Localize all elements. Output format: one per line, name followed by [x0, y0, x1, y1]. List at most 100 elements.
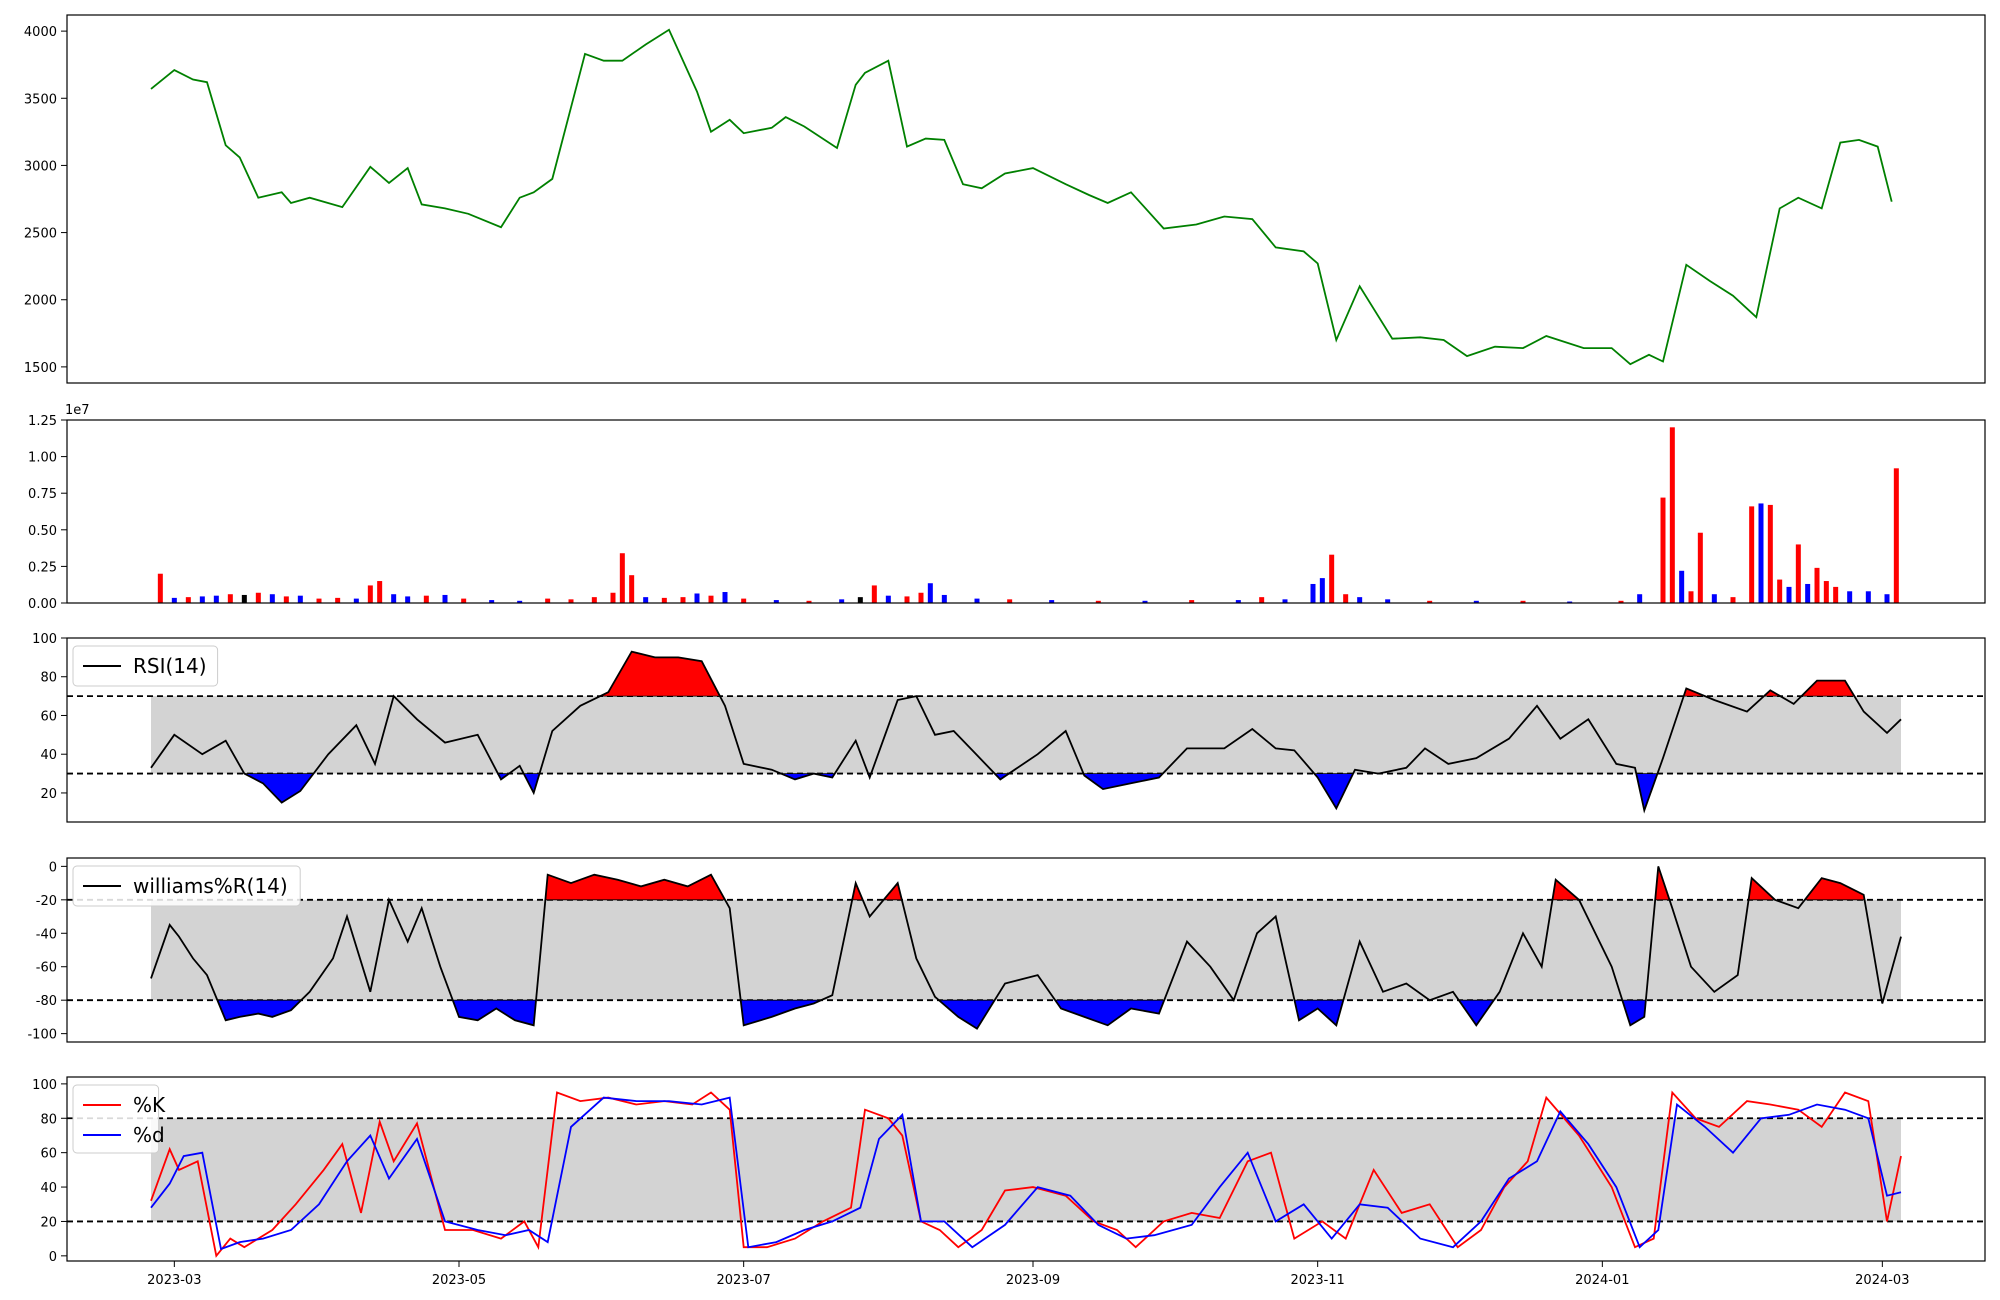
volume-bar	[1007, 599, 1013, 603]
volume-bar	[442, 594, 448, 603]
price-ytick-label: 4000	[24, 25, 57, 40]
stochastic-line-k	[150, 1090, 1902, 1258]
x-tick-label: 2024-01	[1575, 1273, 1629, 1288]
volume-bar	[405, 596, 411, 603]
volume-bar	[1767, 504, 1773, 603]
volume-bar	[157, 573, 163, 603]
stochastic-line-d	[150, 1096, 1902, 1251]
volume-bar	[1049, 600, 1055, 603]
volume-offset-label: 1e7	[65, 403, 90, 418]
volume-bar	[255, 592, 261, 603]
volume-bar	[1618, 600, 1624, 603]
volume-bar	[199, 596, 205, 603]
volume-bar	[1142, 600, 1148, 603]
rsi-ytick-label: 80	[40, 671, 57, 686]
volume-bar	[1385, 599, 1391, 603]
stochastic-neutral-band	[151, 1118, 1901, 1222]
williams-ytick-label: -60	[36, 961, 57, 976]
volume-bar	[839, 599, 845, 603]
volume-bar	[918, 592, 924, 603]
volume-bar	[1660, 497, 1666, 603]
volume-bar	[1567, 601, 1573, 603]
volume-bar	[591, 597, 597, 603]
volume-bar	[857, 597, 863, 603]
volume-bar	[694, 593, 700, 603]
volume-bar	[661, 597, 667, 603]
volume-ytick-label: 0.75	[28, 487, 57, 502]
volume-bar	[367, 585, 373, 603]
stochastic-legend-label: %K	[133, 1093, 166, 1117]
volume-bar	[871, 585, 877, 603]
williams-legend	[72, 865, 301, 907]
volume-bar	[1833, 586, 1839, 603]
volume-bar	[1520, 600, 1526, 603]
volume-bar	[904, 596, 910, 603]
price-ytick-label: 3000	[24, 159, 57, 174]
williams-ytick-label: -100	[27, 1028, 57, 1043]
volume-bar	[722, 592, 728, 603]
volume-bar	[1884, 594, 1890, 603]
williams-neutral-band	[151, 899, 1901, 1001]
volume-bar	[741, 598, 747, 603]
volume-bar	[806, 600, 812, 603]
williams-oversold-fill	[1458, 999, 1495, 1026]
price-ytick-label: 1500	[24, 361, 57, 376]
volume-bar	[241, 594, 247, 603]
volume-bar	[227, 594, 233, 603]
volume-bar	[1795, 544, 1801, 603]
volume-bar	[708, 595, 714, 603]
williams-ytick-label: -80	[36, 994, 57, 1009]
volume-bar	[461, 598, 467, 603]
williams-frame	[66, 857, 1986, 1043]
volume-bar	[1758, 503, 1764, 603]
volume-bar	[941, 594, 947, 603]
volume-bar	[1730, 597, 1736, 603]
rsi-neutral-band	[151, 696, 1901, 774]
volume-bar	[297, 595, 303, 603]
rsi-panel: RSI(14) 20 40 60 80 100	[32, 632, 1986, 823]
x-tick-label: 2023-09	[1006, 1273, 1060, 1288]
volume-bar	[610, 592, 616, 603]
williams-panel: williams%R(14) 0 -20 -40 -60 -80 -100	[27, 857, 1986, 1043]
price-line	[150, 28, 1893, 366]
stochastic-ytick-label: 40	[40, 1181, 57, 1196]
volume-bar	[1711, 594, 1717, 603]
rsi-ytick-label: 40	[40, 748, 57, 763]
volume-bar	[885, 595, 891, 603]
volume-bar	[568, 599, 574, 603]
volume-ytick-label: 1.25	[28, 414, 57, 429]
volume-bar	[1697, 532, 1703, 603]
rsi-legend	[72, 645, 219, 687]
volume-bar	[1893, 468, 1899, 603]
rsi-frame	[66, 637, 1986, 823]
volume-ytick-label: 0.25	[28, 560, 57, 575]
volume-bar	[1865, 591, 1871, 603]
x-tick-label: 2023-03	[147, 1273, 201, 1288]
price-ytick-label: 2500	[24, 227, 57, 242]
x-tick-label: 2023-05	[432, 1273, 486, 1288]
volume-bar	[1688, 591, 1694, 603]
rsi-ytick-label: 100	[32, 632, 57, 647]
volume-bar	[335, 597, 341, 603]
volume-bar	[1679, 570, 1685, 603]
volume-bar	[1777, 579, 1783, 603]
x-tick-label: 2024-03	[1855, 1273, 1909, 1288]
volume-bar	[1669, 427, 1675, 603]
rsi-ytick-label: 60	[40, 709, 57, 724]
stochastic-ytick-label: 60	[40, 1147, 57, 1162]
volume-bar	[185, 597, 191, 603]
williams-ytick-label: -20	[36, 894, 57, 909]
volume-bar	[974, 598, 980, 603]
volume-ytick-label: 0.50	[28, 524, 57, 539]
volume-bar	[489, 600, 495, 603]
volume-bar	[643, 597, 649, 603]
williams-overbought-fill	[544, 874, 726, 901]
volume-bar	[773, 600, 779, 603]
stochastic-ytick-label: 20	[40, 1215, 57, 1230]
volume-bar	[213, 595, 219, 603]
volume-bar	[545, 598, 551, 603]
volume-bar	[1637, 594, 1643, 603]
williams-legend-label: williams%R(14)	[133, 874, 288, 898]
stochastic-legend-label: %d	[133, 1123, 165, 1147]
volume-bar	[269, 594, 275, 603]
